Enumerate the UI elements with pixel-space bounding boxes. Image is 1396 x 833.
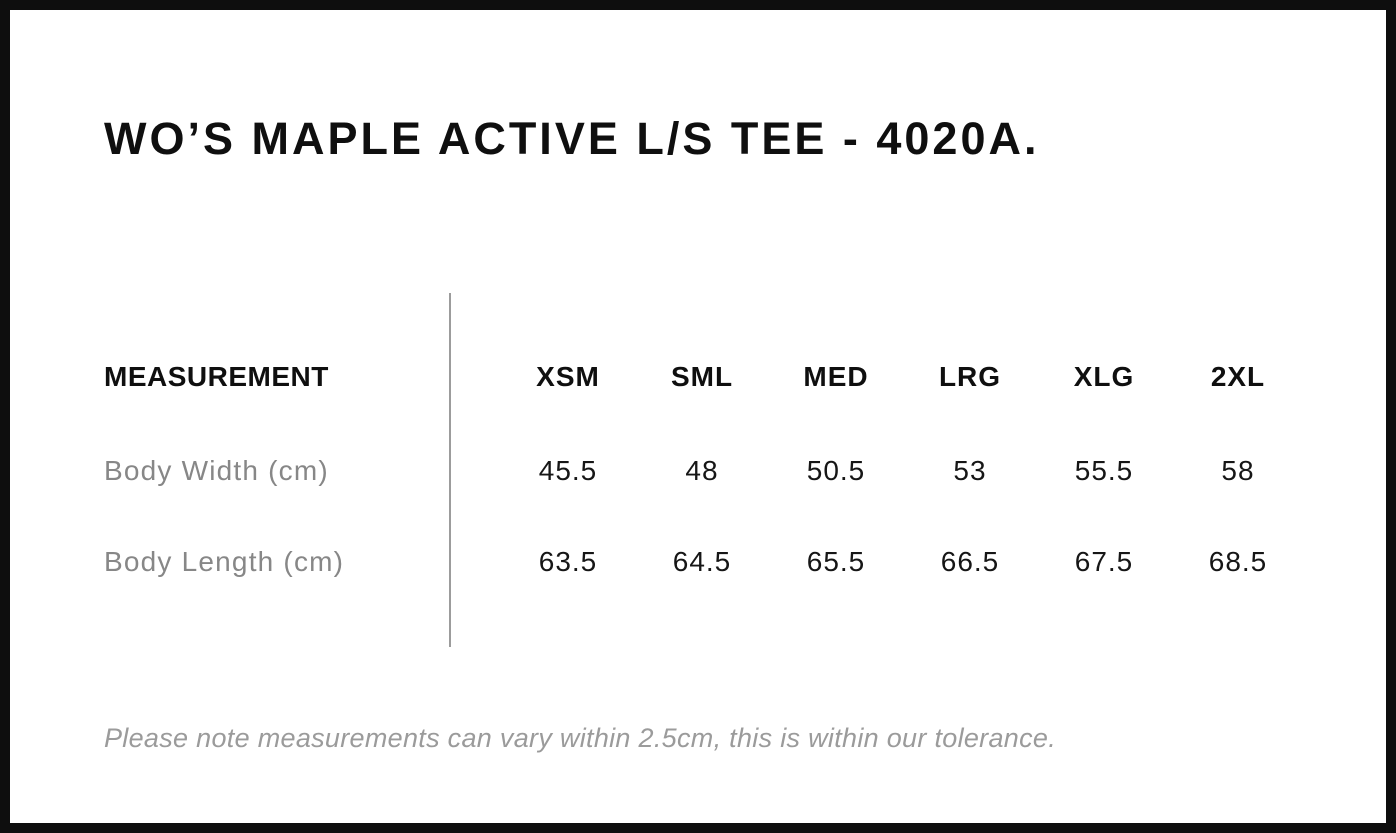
column-header-med: MED bbox=[803, 361, 869, 392]
column-header-xsm: XSM bbox=[536, 361, 600, 392]
column-header-2xl: 2XL bbox=[1210, 361, 1266, 392]
column-header-measurement: MEASUREMENT bbox=[104, 361, 329, 392]
body-length-lrg: 66.5 bbox=[940, 546, 1000, 577]
product-title: WO’S MAPLE ACTIVE L/S TEE - 4020A. bbox=[104, 113, 1040, 164]
body-length-xsm: 63.5 bbox=[538, 546, 598, 577]
body-width-med: 50.5 bbox=[806, 455, 866, 486]
column-header-xlg: XLG bbox=[1073, 361, 1135, 392]
body-width-2xl: 58 bbox=[1221, 455, 1255, 486]
body-width-sml: 48 bbox=[685, 455, 719, 486]
body-width-lrg: 53 bbox=[953, 455, 987, 486]
body-length-2xl: 68.5 bbox=[1208, 546, 1268, 577]
table-row-body-width: Body Width (cm) 45.5 48 50.5 53 55.5 58 bbox=[104, 454, 1305, 488]
body-length-med: 65.5 bbox=[806, 546, 866, 577]
body-width-xsm: 45.5 bbox=[538, 455, 598, 486]
body-length-xlg: 67.5 bbox=[1074, 546, 1134, 577]
body-length-sml: 64.5 bbox=[672, 546, 732, 577]
size-chart-table: MEASUREMENT XSM SML MED LRG XLG 2XL Body… bbox=[104, 293, 1314, 647]
column-header-lrg: LRG bbox=[938, 361, 1002, 392]
table-header-row: MEASUREMENT XSM SML MED LRG XLG 2XL bbox=[104, 360, 1305, 394]
body-width-xlg: 55.5 bbox=[1074, 455, 1134, 486]
row-label-body-width: Body Width (cm) bbox=[104, 455, 329, 486]
table-row-body-length: Body Length (cm) 63.5 64.5 65.5 66.5 67.… bbox=[104, 545, 1305, 579]
vertical-divider bbox=[449, 293, 451, 647]
row-label-body-length: Body Length (cm) bbox=[104, 546, 345, 577]
tolerance-note: Please note measurements can vary within… bbox=[104, 723, 1057, 753]
column-header-sml: SML bbox=[670, 361, 734, 392]
